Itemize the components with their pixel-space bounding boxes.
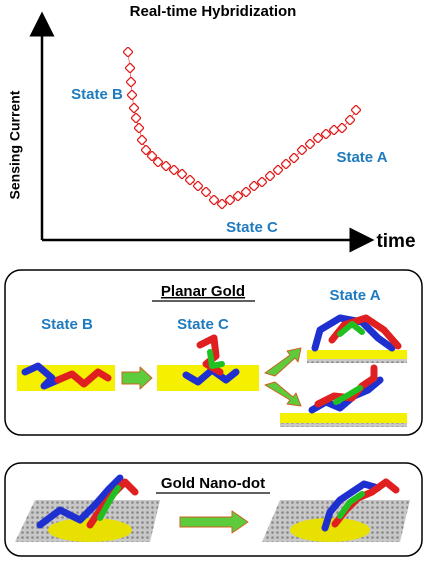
- panel-title: Planar Gold: [161, 283, 245, 300]
- state-label: State A: [336, 149, 387, 166]
- state-label: State B: [71, 86, 123, 103]
- chart-title: Real-time Hybridization: [130, 3, 297, 20]
- state-label: State B: [41, 316, 93, 333]
- current-trace: [128, 52, 356, 204]
- illustration: [17, 314, 407, 427]
- state-label: State C: [226, 219, 278, 236]
- panel: [4, 462, 423, 557]
- panel-title: Gold Nano-dot: [161, 475, 265, 492]
- panel: [4, 269, 423, 436]
- x-label: time: [376, 231, 415, 252]
- y-label: Sensing Current: [7, 90, 23, 199]
- state-label: State C: [177, 316, 229, 333]
- illustration: [15, 474, 410, 542]
- state-label: State A: [329, 287, 380, 304]
